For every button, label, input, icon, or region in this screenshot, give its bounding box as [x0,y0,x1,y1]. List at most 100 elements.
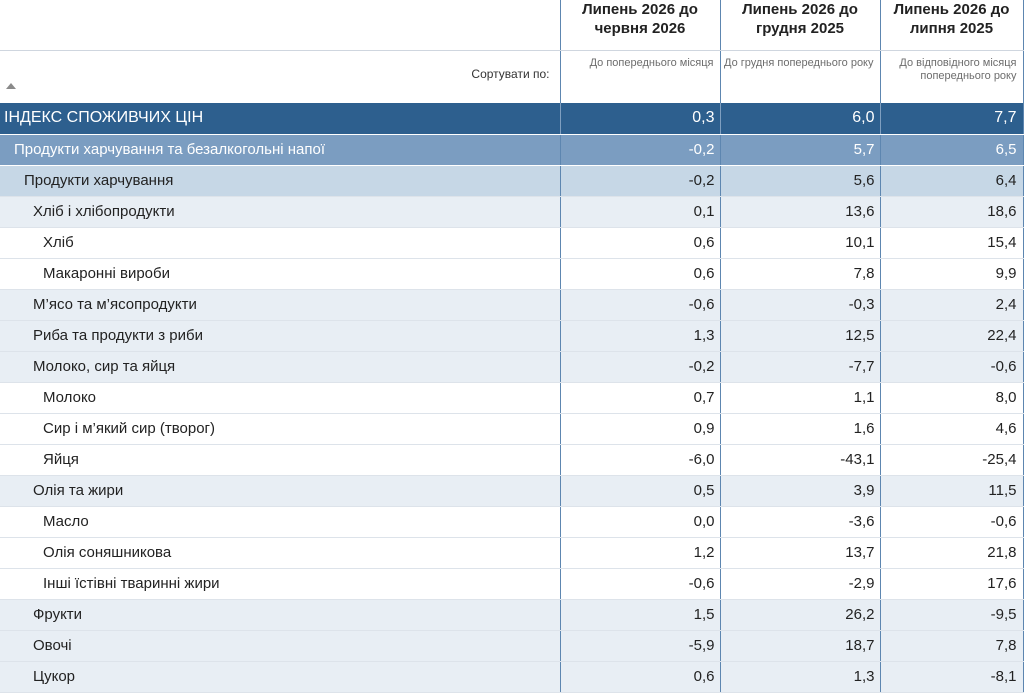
row-label: Продукти харчування та безалкогольні нап… [0,134,560,166]
row-value: 6,5 [879,134,1024,166]
sort-label: Сортувати по: [471,67,550,81]
column-title-december[interactable]: Липень 2026 до грудня 2025 [719,0,880,51]
row-label: Молоко, сир та яйця [0,351,560,383]
row-label: Риба та продукти з риби [0,320,560,352]
row-value: 15,4 [879,227,1024,259]
row-value: -0,2 [559,351,720,383]
table-row[interactable]: Інші їстівні тваринні жири -0,6 -2,9 17,6 [0,568,1024,600]
row-value: 13,6 [719,196,880,228]
table-row[interactable]: Масло 0,0 -3,6 -0,6 [0,506,1024,538]
row-value: -0,6 [879,351,1024,383]
table-row[interactable]: Овочі -5,9 18,7 7,8 [0,630,1024,662]
column-subtitle-row: Сортувати по: До попереднього місяця До … [0,50,1024,104]
table-row[interactable]: Риба та продукти з риби 1,3 12,5 22,4 [0,320,1024,352]
row-value: 0,5 [559,475,720,507]
row-value: 6,0 [719,103,880,135]
row-value: -43,1 [719,444,880,476]
table-row[interactable]: Молоко 0,7 1,1 8,0 [0,382,1024,414]
row-value: 3,9 [719,475,880,507]
row-value: 9,9 [879,258,1024,290]
row-value: -6,0 [559,444,720,476]
row-value: 22,4 [879,320,1024,352]
row-value: 1,3 [559,320,720,352]
table-row[interactable]: Фрукти 1,5 26,2 -9,5 [0,599,1024,631]
table-row[interactable]: Сир і м’який сир (творог) 0,9 1,6 4,6 [0,413,1024,445]
row-value: 21,8 [879,537,1024,569]
table-row[interactable]: ІНДЕКС СПОЖИВЧИХ ЦІН 0,3 6,0 7,7 [0,103,1024,135]
table-row[interactable]: Олія та жири 0,5 3,9 11,5 [0,475,1024,507]
row-value: 0,6 [559,661,720,693]
row-value: 10,1 [719,227,880,259]
row-label: Хліб [0,227,560,259]
row-value: 0,7 [559,382,720,414]
table-row[interactable]: М’ясо та м’ясопродукти -0,6 -0,3 2,4 [0,289,1024,321]
row-label: Макаронні вироби [0,258,560,290]
row-value: 7,8 [879,630,1024,662]
row-value: 26,2 [719,599,880,631]
column-subtitle-december[interactable]: До грудня попереднього року [719,50,880,103]
row-value: 1,5 [559,599,720,631]
row-value: 17,6 [879,568,1024,600]
table-row[interactable]: Хліб і хлібопродукти 0,1 13,6 18,6 [0,196,1024,228]
row-value: -0,2 [559,134,720,166]
header-blank-cell [0,0,560,51]
table-body: ІНДЕКС СПОЖИВЧИХ ЦІН 0,3 6,0 7,7 Продукти ха… [0,103,1024,693]
row-label: Масло [0,506,560,538]
table-row[interactable]: Цукор 0,6 1,3 -8,1 [0,661,1024,693]
row-value: 8,0 [879,382,1024,414]
row-value: -0,6 [879,506,1024,538]
row-value: 1,1 [719,382,880,414]
row-value: -7,7 [719,351,880,383]
row-label: Фрукти [0,599,560,631]
row-value: 1,2 [559,537,720,569]
row-value: -8,1 [879,661,1024,693]
row-value: 7,8 [719,258,880,290]
row-value: -5,9 [559,630,720,662]
column-title-year[interactable]: Липень 2026 до липня 2025 [879,0,1024,51]
row-value: -0,2 [559,165,720,197]
column-subtitle-year[interactable]: До відповідного місяця попереднього року [879,50,1024,103]
row-value: 11,5 [879,475,1024,507]
table-row[interactable]: Олія соняшникова 1,2 13,7 21,8 [0,537,1024,569]
row-value: 1,3 [719,661,880,693]
row-value: -3,6 [719,506,880,538]
column-title-month[interactable]: Липень 2026 до червня 2026 [559,0,720,51]
row-label: Яйця [0,444,560,476]
row-value: 0,6 [559,227,720,259]
row-value: 2,4 [879,289,1024,321]
row-value: 13,7 [719,537,880,569]
row-label: Олія та жири [0,475,560,507]
row-label: Інші їстівні тваринні жири [0,568,560,600]
row-value: 4,6 [879,413,1024,445]
row-label: Продукти харчування [0,165,560,197]
row-label: ІНДЕКС СПОЖИВЧИХ ЦІН [0,103,560,135]
table-row[interactable]: Продукти харчування та безалкогольні нап… [0,134,1024,166]
sort-ascending-icon[interactable] [6,83,16,89]
row-value: 7,7 [879,103,1024,135]
column-subtitle-month[interactable]: До попереднього місяця [559,50,720,103]
row-value: 18,6 [879,196,1024,228]
row-value: -25,4 [879,444,1024,476]
row-label: Цукор [0,661,560,693]
row-value: -2,9 [719,568,880,600]
row-value: 0,0 [559,506,720,538]
table-row[interactable]: Хліб 0,6 10,1 15,4 [0,227,1024,259]
row-value: -9,5 [879,599,1024,631]
row-value: 6,4 [879,165,1024,197]
row-value: -0,6 [559,568,720,600]
row-label: Овочі [0,630,560,662]
row-label: Сир і м’який сир (творог) [0,413,560,445]
sort-cell: Сортувати по: [0,51,560,104]
row-value: -0,3 [719,289,880,321]
row-value: 0,6 [559,258,720,290]
row-value: 18,7 [719,630,880,662]
row-value: 5,7 [719,134,880,166]
table-row[interactable]: Продукти харчування -0,2 5,6 6,4 [0,165,1024,197]
table-row[interactable]: Молоко, сир та яйця -0,2 -7,7 -0,6 [0,351,1024,383]
table-row[interactable]: Макаронні вироби 0,6 7,8 9,9 [0,258,1024,290]
row-label: Хліб і хлібопродукти [0,196,560,228]
row-value: 12,5 [719,320,880,352]
table-row[interactable]: Яйця -6,0 -43,1 -25,4 [0,444,1024,476]
row-label: Молоко [0,382,560,414]
